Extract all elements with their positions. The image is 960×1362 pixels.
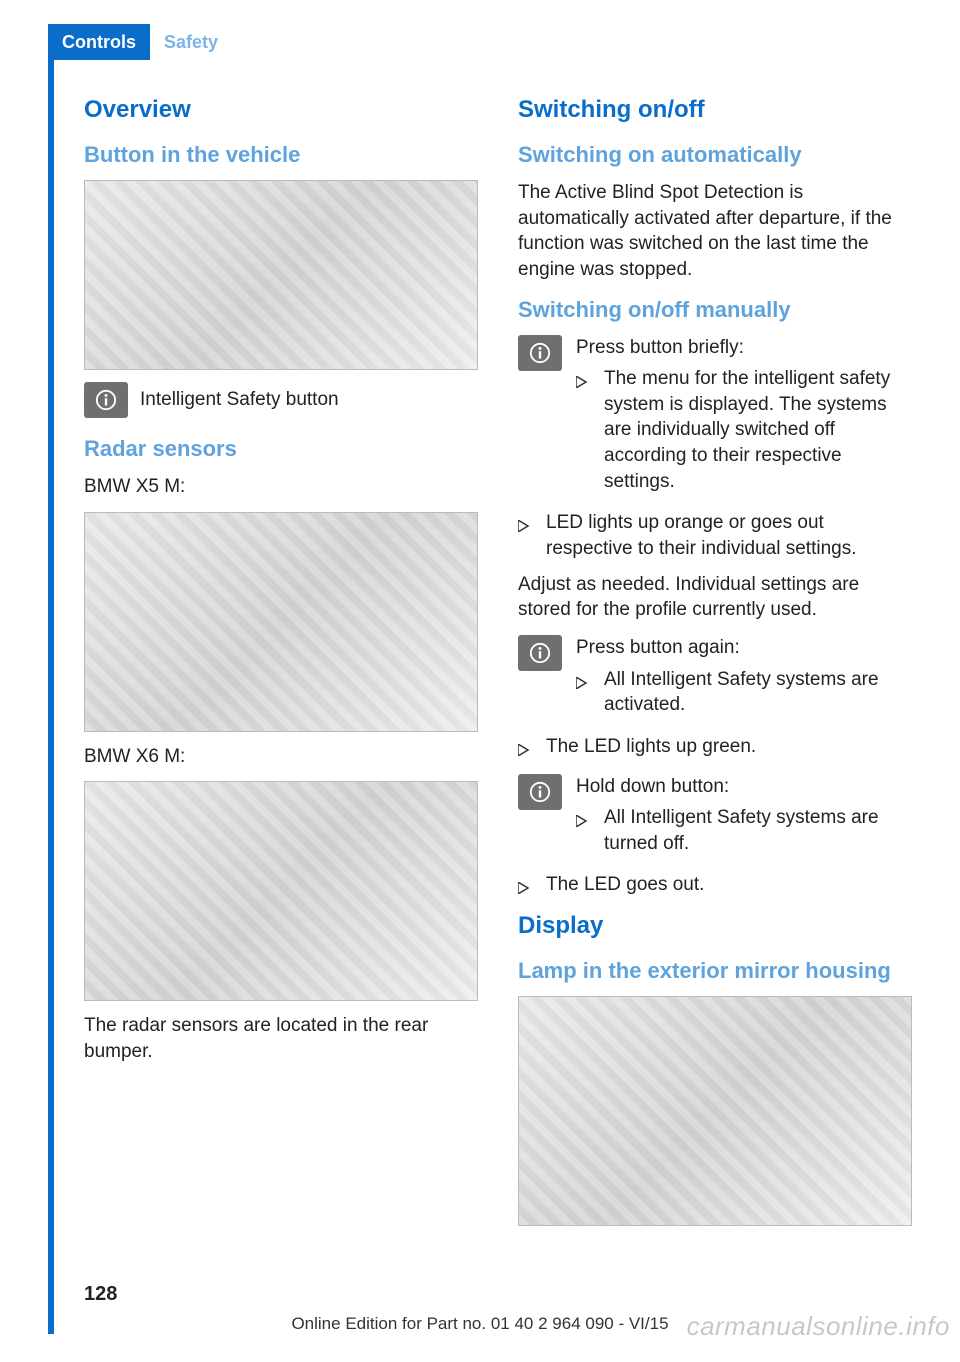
x6-radar-figure (84, 781, 478, 1001)
list-item: LED lights up orange or goes out respect… (518, 510, 912, 561)
header-tabs: Controls Safety (48, 24, 232, 60)
brief-bullets-out: LED lights up orange or goes out respect… (518, 510, 912, 561)
press-again-block: Press button again: All Intelligent Safe… (518, 635, 912, 728)
intelligent-safety-icon (84, 382, 128, 418)
bullet-icon (518, 514, 532, 561)
bullet-text: The LED lights up green. (546, 734, 756, 764)
switching-auto-heading: Switching on automatically (518, 142, 912, 168)
bullet-text: All Intelligent Safety systems are turne… (604, 805, 912, 856)
intelligent-safety-icon (518, 335, 562, 371)
radar-sensors-heading: Radar sensors (84, 436, 478, 462)
bullet-text: All Intelligent Safety systems are activ… (604, 667, 912, 718)
mirror-lamp-heading: Lamp in the exterior mirror housing (518, 958, 912, 984)
again-bullets-out: The LED lights up green. (518, 734, 912, 764)
tab-controls[interactable]: Controls (48, 24, 150, 60)
button-in-vehicle-heading: Button in the vehicle (84, 142, 478, 168)
info-circle-icon (529, 642, 551, 664)
list-item: The LED goes out. (518, 872, 912, 902)
safety-button-label-row: Intelligent Safety button (84, 382, 478, 418)
press-brief-block: Press button briefly: The menu for the i… (518, 335, 912, 505)
radar-location-text: The radar sensors are located in the rea… (84, 1013, 478, 1064)
list-item: The LED lights up green. (518, 734, 912, 764)
tab-safety[interactable]: Safety (150, 24, 232, 60)
hold-label: Hold down button: (576, 774, 912, 800)
info-circle-icon (529, 781, 551, 803)
press-brief-label: Press button briefly: (576, 335, 912, 361)
press-again-label: Press button again: (576, 635, 912, 661)
footer-line: Online Edition for Part no. 01 40 2 964 … (0, 1314, 960, 1334)
bullet-icon (576, 671, 590, 718)
bullet-text: The LED goes out. (546, 872, 704, 902)
safety-button-label: Intelligent Safety button (140, 389, 339, 411)
info-circle-icon (95, 389, 117, 411)
intelligent-safety-icon (518, 635, 562, 671)
info-circle-icon (529, 342, 551, 364)
adjust-text: Adjust as needed. Individual settings ar… (518, 572, 912, 623)
hold-bullets-out: The LED goes out. (518, 872, 912, 902)
display-heading: Display (518, 912, 912, 940)
bullet-text: The menu for the intelligent safety syst… (604, 366, 912, 494)
list-item: The menu for the intelligent safety syst… (576, 366, 912, 494)
content-columns: Overview Button in the vehicle Intellige… (84, 96, 912, 1238)
bullet-text: LED lights up orange or goes out respect… (546, 510, 912, 561)
bullet-icon (576, 809, 590, 856)
page-number: 128 (84, 1283, 117, 1306)
switching-auto-text: The Active Blind Spot Detection is autom… (518, 180, 912, 283)
list-item: All Intelligent Safety systems are activ… (576, 667, 912, 718)
hold-block: Hold down button: All Intelligent Safety… (518, 774, 912, 867)
model-x6-label: BMW X6 M: (84, 744, 478, 770)
switching-manual-heading: Switching on/off manually (518, 297, 912, 323)
bullet-icon (576, 370, 590, 494)
switching-heading: Switching on/off (518, 96, 912, 124)
vehicle-button-figure (84, 180, 478, 370)
left-column: Overview Button in the vehicle Intellige… (84, 96, 478, 1238)
list-item: All Intelligent Safety systems are turne… (576, 805, 912, 856)
bullet-icon (518, 876, 532, 902)
right-column: Switching on/off Switching on automatica… (518, 96, 912, 1238)
intelligent-safety-icon (518, 774, 562, 810)
x5-radar-figure (84, 512, 478, 732)
mirror-figure (518, 996, 912, 1226)
model-x5-label: BMW X5 M: (84, 474, 478, 500)
side-accent-bar (48, 60, 54, 1334)
overview-heading: Overview (84, 96, 478, 124)
bullet-icon (518, 738, 532, 764)
